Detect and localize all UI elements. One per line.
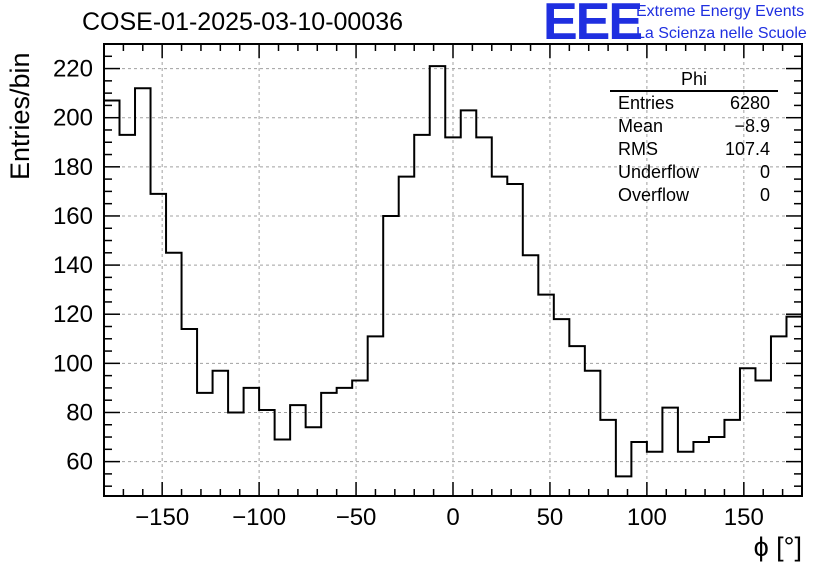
stats-label: Underflow: [618, 162, 700, 182]
y-tick-labels: 60 80 100 120 140 160 180 200 220: [53, 56, 93, 476]
histogram-line: [104, 65, 803, 478]
x-tick-label: 0: [446, 504, 459, 531]
x-tick-label: −150: [135, 504, 189, 531]
x-tick-label: −50: [336, 504, 377, 531]
y-tick-label: 80: [66, 399, 93, 426]
y-tick-label: 100: [53, 350, 93, 377]
y-axis-label: Entries/bin: [5, 52, 35, 180]
logo-line-1: Extreme Energy Events: [636, 3, 805, 20]
y-tick-label: 220: [53, 56, 93, 83]
axis-ticks: [104, 43, 802, 496]
x-tick-label: −100: [232, 504, 286, 531]
grid-lines: [104, 44, 802, 496]
stats-box: Phi Entries 6280 Mean −8.9 RMS 107.4 Und…: [610, 68, 778, 207]
stats-value: 0: [759, 162, 770, 182]
stats-label: Mean: [618, 116, 664, 136]
y-tick-label: 140: [53, 252, 93, 279]
stats-value: −8.9: [734, 116, 770, 136]
eee-logo: EEE Extreme Energy Events La Scienza nel…: [543, 0, 836, 50]
x-tick-label: 100: [627, 504, 667, 531]
y-tick-label: 160: [53, 203, 93, 230]
run-title: COSE-01-2025-03-10-00036: [82, 8, 404, 36]
stats-row-underflow: Underflow 0: [610, 161, 778, 184]
x-tick-label: 50: [537, 504, 564, 531]
stats-label: RMS: [618, 139, 658, 159]
eee-logo-mark: EEE: [543, 0, 643, 51]
stats-row-rms: RMS 107.4: [610, 138, 778, 161]
x-tick-labels: −150 −100 −50 0 50 100 150: [135, 504, 764, 531]
y-tick-label: 60: [66, 449, 93, 476]
stats-value: 107.4: [724, 139, 770, 159]
stats-row-mean: Mean −8.9: [610, 115, 778, 138]
stats-value: 0: [759, 185, 770, 205]
stats-title: Phi: [610, 68, 778, 92]
stats-label: Entries: [618, 93, 675, 113]
stats-value: 6280: [729, 93, 770, 113]
x-tick-label: 150: [724, 504, 764, 531]
stats-row-overflow: Overflow 0: [610, 184, 778, 207]
logo-line-2: La Scienza nelle Scuole: [636, 25, 807, 42]
y-tick-label: 120: [53, 301, 93, 328]
stats-row-entries: Entries 6280: [610, 92, 778, 115]
y-tick-label: 180: [53, 154, 93, 181]
y-tick-label: 200: [53, 105, 93, 132]
stats-label: Overflow: [618, 185, 690, 205]
x-axis-label: ϕ [°]: [753, 532, 802, 562]
